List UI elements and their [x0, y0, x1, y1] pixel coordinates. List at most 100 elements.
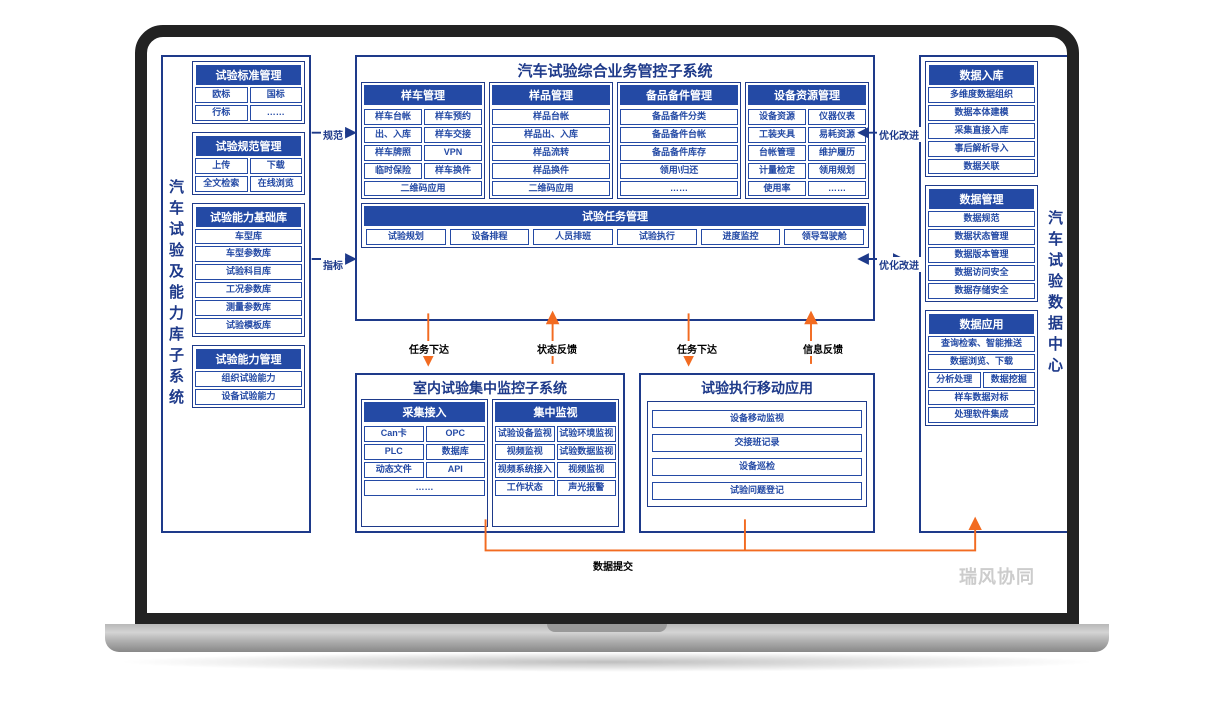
- module-item: 样品出、入库: [492, 127, 610, 143]
- task-item: 试验规划: [366, 229, 446, 245]
- module-item: 视频监视: [495, 444, 555, 460]
- laptop-notch: [547, 624, 667, 632]
- sub-panel-row: 使用率……: [748, 181, 866, 197]
- module-item: 样车牌照: [364, 145, 422, 161]
- module-item: ……: [620, 181, 738, 197]
- watermark: 瑞风协同: [959, 563, 1035, 589]
- module-item: 采集直接入库: [928, 123, 1035, 139]
- sub-panel: 集中监视试验设备监视试验环境监视视频监视试验数据监视视频系统接入视频监视工作状态…: [492, 399, 619, 527]
- group-row: 查询检索、智能推送: [928, 336, 1035, 352]
- sub-panel-row: 领用\归还: [620, 163, 738, 179]
- sub-panel-title: 备品备件管理: [620, 85, 738, 105]
- module-item: 数据访问安全: [928, 265, 1035, 281]
- sub-panel-row: 计量检定领用规划: [748, 163, 866, 179]
- sub-panel-row: 样品台帐: [492, 109, 610, 125]
- task-management-block: 试验任务管理 试验规划设备排程人员排班试验执行进度监控领导驾驶舱: [361, 203, 869, 248]
- module-item: 数据版本管理: [928, 247, 1035, 263]
- module-item: ……: [808, 181, 866, 197]
- sub-panel-row: ……: [364, 480, 485, 496]
- module-item: 备品备件库存: [620, 145, 738, 161]
- module-item: 数据存储安全: [928, 283, 1035, 299]
- module-item: API: [426, 462, 486, 478]
- module-item: 样车交接: [424, 127, 482, 143]
- group-header: 试验能力管理: [196, 349, 301, 369]
- module-item: PLC: [364, 444, 424, 460]
- module-item: 备品备件分类: [620, 109, 738, 125]
- module-item: 领用规划: [808, 163, 866, 179]
- edge-label-data-submit: 数据提交: [591, 558, 635, 573]
- group-row: 试验科目库: [195, 264, 302, 280]
- group-row: 设备试验能力: [195, 389, 302, 405]
- module-item: 声光报警: [557, 480, 617, 496]
- top-system-title: 汽车试验综合业务管控子系统: [357, 57, 873, 82]
- module-item: 试验科目库: [195, 264, 302, 280]
- sub-panel-row: PLC数据库: [364, 444, 485, 460]
- module-item: 下载: [250, 158, 303, 174]
- module-item: 事后解析导入: [928, 141, 1035, 157]
- module-item: 处理软件集成: [928, 407, 1035, 423]
- group-row: 分析处理数据挖掘: [928, 372, 1035, 388]
- mobile-row: 试验问题登记: [652, 482, 862, 500]
- sub-panel-row: 二维码应用: [364, 181, 482, 197]
- module-item: 工作状态: [495, 480, 555, 496]
- edge-label-improve2: 优化改进: [877, 257, 921, 272]
- module-item: 试验数据监视: [557, 444, 617, 460]
- module-item: 样车换件: [424, 163, 482, 179]
- left-system-title: 汽车试验及能力库子系统: [163, 57, 188, 531]
- module-item: 样车台帐: [364, 109, 422, 125]
- module-item: 组织试验能力: [195, 371, 302, 387]
- sub-panel-row: ……: [620, 181, 738, 197]
- sub-panel-row: 备品备件分类: [620, 109, 738, 125]
- module-item: 数据库: [426, 444, 486, 460]
- module-item: 国标: [250, 87, 303, 103]
- module-item: 计量检定: [748, 163, 806, 179]
- mobile-row: 交接班记录: [652, 434, 862, 452]
- module-item: 数据本体建模: [928, 105, 1035, 121]
- task-item: 领导驾驶舱: [784, 229, 864, 245]
- module-group: 试验能力管理组织试验能力设备试验能力: [192, 345, 305, 408]
- laptop-frame: 汽车试验及能力库子系统 试验标准管理欧标国标行标……试验规范管理上传下载全文检索…: [135, 25, 1079, 625]
- module-group: 数据管理数据规范数据状态管理数据版本管理数据访问安全数据存储安全: [925, 185, 1038, 301]
- task-item: 进度监控: [701, 229, 781, 245]
- sub-panel-row: 样车台帐样车预约: [364, 109, 482, 125]
- group-row: 事后解析导入: [928, 141, 1035, 157]
- sub-panel-row: 工作状态声光报警: [495, 480, 616, 496]
- edge-label-task-issue1: 任务下达: [407, 341, 451, 356]
- group-row: 数据状态管理: [928, 229, 1035, 245]
- group-row: 数据规范: [928, 211, 1035, 227]
- mobile-items: 设备移动监视交接班记录设备巡检试验问题登记: [647, 401, 867, 507]
- sub-panel-row: 样车牌照VPN: [364, 145, 482, 161]
- module-group: 试验标准管理欧标国标行标……: [192, 61, 305, 124]
- module-item: 设备巡检: [652, 458, 862, 476]
- mobile-system-title: 试验执行移动应用: [641, 375, 873, 399]
- group-row: 数据本体建模: [928, 105, 1035, 121]
- mobile-row: 设备移动监视: [652, 410, 862, 428]
- module-item: 设备资源: [748, 109, 806, 125]
- sub-panel-title: 样车管理: [364, 85, 482, 105]
- module-item: 易耗资源: [808, 127, 866, 143]
- module-item: 设备移动监视: [652, 410, 862, 428]
- module-item: 出、入库: [364, 127, 422, 143]
- group-header: 试验标准管理: [196, 65, 301, 85]
- mobile-row: 设备巡检: [652, 458, 862, 476]
- module-item: OPC: [426, 426, 486, 442]
- module-item: 领用\归还: [620, 163, 738, 179]
- group-row: 采集直接入库: [928, 123, 1035, 139]
- group-row: 多维度数据组织: [928, 87, 1035, 103]
- task-item: 人员排班: [533, 229, 613, 245]
- module-item: 欧标: [195, 87, 248, 103]
- sub-panel-row: 临时保险样车换件: [364, 163, 482, 179]
- sub-panel-row: 视频监视试验数据监视: [495, 444, 616, 460]
- module-item: Can卡: [364, 426, 424, 442]
- group-header: 数据入库: [929, 65, 1034, 85]
- module-item: 维护履历: [808, 145, 866, 161]
- group-header: 试验规范管理: [196, 136, 301, 156]
- task-item: 试验执行: [617, 229, 697, 245]
- module-item: 设备试验能力: [195, 389, 302, 405]
- edge-label-task-issue2: 任务下达: [675, 341, 719, 356]
- group-row: 处理软件集成: [928, 407, 1035, 423]
- module-item: 数据关联: [928, 159, 1035, 175]
- sub-panel-row: 视频系统接入视频监视: [495, 462, 616, 478]
- module-item: 数据规范: [928, 211, 1035, 227]
- module-item: 数据挖掘: [983, 372, 1036, 388]
